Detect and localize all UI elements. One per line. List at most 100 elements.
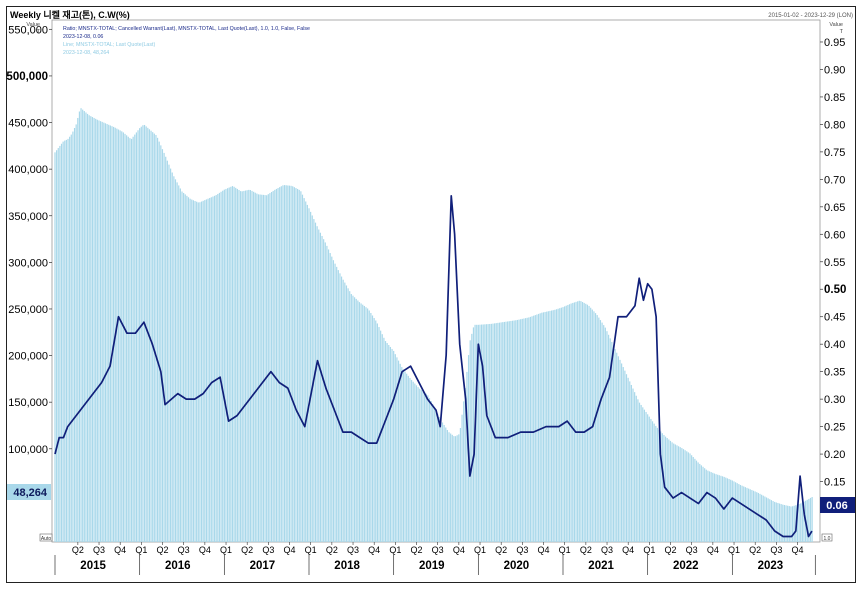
stock-bar [226,188,229,542]
stock-bar [661,433,663,542]
stock-bar [513,320,515,542]
stock-bar [396,357,398,542]
stock-bar [199,202,201,542]
stock-bar [261,194,263,542]
stock-bar [599,320,602,542]
stock-bar [638,402,641,542]
stock-bar [358,302,361,542]
stock-bar [65,139,67,542]
stock-bar [207,198,209,542]
stock-bar [567,304,569,542]
stock-bar [324,242,326,543]
stock-bar [508,321,510,542]
stock-bar [323,239,325,542]
legend: Ratio; MNSTX-TOTAL; Cancelled Warrant(La… [63,26,310,56]
stock-bar [152,132,154,542]
stock-bar [734,482,737,542]
stock-bar [137,130,139,542]
stock-bar [334,263,336,542]
stock-bar [262,194,265,542]
stock-bar [700,465,702,542]
stock-bar [279,187,281,542]
stock-bar [223,189,225,542]
stock-bar [285,185,287,542]
stock-bar [183,192,185,542]
stock-bar [349,291,351,542]
stock-bar [485,324,488,542]
stock-bar [650,418,652,542]
stock-bar [428,398,431,542]
stock-bar [440,419,442,542]
stock-bar [62,141,64,543]
stock-bar [77,117,79,542]
stock-bar [505,321,507,542]
stock-bar [337,270,339,542]
left-axis-unit: T [37,29,41,35]
stock-bar [422,391,424,542]
stock-bar [736,483,738,542]
stock-bar [401,367,403,542]
x-axis-year-label: 2017 [250,560,276,572]
x-axis-quarter-label: Q4 [114,545,126,555]
stock-bar [707,470,709,542]
stock-bar [788,506,790,542]
stock-bar [412,381,414,542]
stock-bar [344,282,346,542]
right-axis: 0.100.150.200.250.300.350.400.450.500.55… [820,37,846,516]
stock-bar [121,131,123,542]
stock-bar [371,315,374,542]
stock-bar [503,321,505,542]
x-axis-quarter-label: Q4 [199,545,211,555]
right-scale-button[interactable] [821,533,833,542]
stock-bar [143,124,146,542]
stock-bar [487,324,489,542]
stock-bar [399,363,401,542]
stock-bar [126,135,128,543]
chart-frame: Weekly 니켈 재고(톤), C.W(%) 2015-01-02 - 202… [6,6,856,583]
stock-bar [383,337,385,542]
right-axis-tick-label: 0.95 [824,37,845,49]
stock-bar [498,322,501,542]
left-axis-tick-label: 200,000 [8,351,48,363]
right-axis-tick-label: 0.45 [824,312,845,324]
stock-bar [145,126,147,542]
stock-bar [744,487,746,542]
right-axis-tick-label: 0.90 [824,64,845,76]
stock-bar [300,191,302,542]
stock-bar [528,317,530,542]
x-axis: Q2 Q3 Q4 Q1 Q2 Q3 Q4 Q1 Q2 Q3 Q4 Q1 Q2 Q3 Q4 Q1 Q2 Q3 Q4 Q1… [54,542,816,575]
stock-bar [184,194,186,542]
stock-bar [441,422,444,542]
stock-bar [741,485,743,542]
last-ratio-label: 0.06 [826,500,847,512]
x-axis-quarter-label: Q1 [389,545,401,555]
stock-bar [575,301,577,542]
stock-bar [625,374,628,542]
stock-bar [218,192,221,542]
stock-bar [60,143,63,542]
stock-bar [161,149,164,542]
stock-bar [83,111,85,542]
x-axis-quarter-label: Q3 [770,545,782,555]
stock-bar [507,321,509,542]
stock-bar [355,298,357,542]
stock-bar [407,375,409,542]
stock-bar [140,126,142,542]
stock-bar [367,308,369,542]
x-axis-quarter-label: Q2 [72,545,84,555]
auto-scale-button[interactable] [39,533,53,542]
stock-bar [751,490,753,542]
left-axis-caption: Value [26,22,40,28]
stock-bar [629,381,631,542]
stock-bar [306,204,308,542]
stock-bar [718,475,720,542]
stock-bar [251,190,253,542]
stock-bar [179,188,181,542]
right-scale-label: 1.0 [824,536,831,542]
left-axis-tick-label: 450,000 [8,118,48,130]
stock-bar [241,191,243,543]
stock-bar [130,138,133,542]
stock-bar [64,140,66,542]
stock-bar [791,506,794,542]
stock-bar [673,443,675,542]
